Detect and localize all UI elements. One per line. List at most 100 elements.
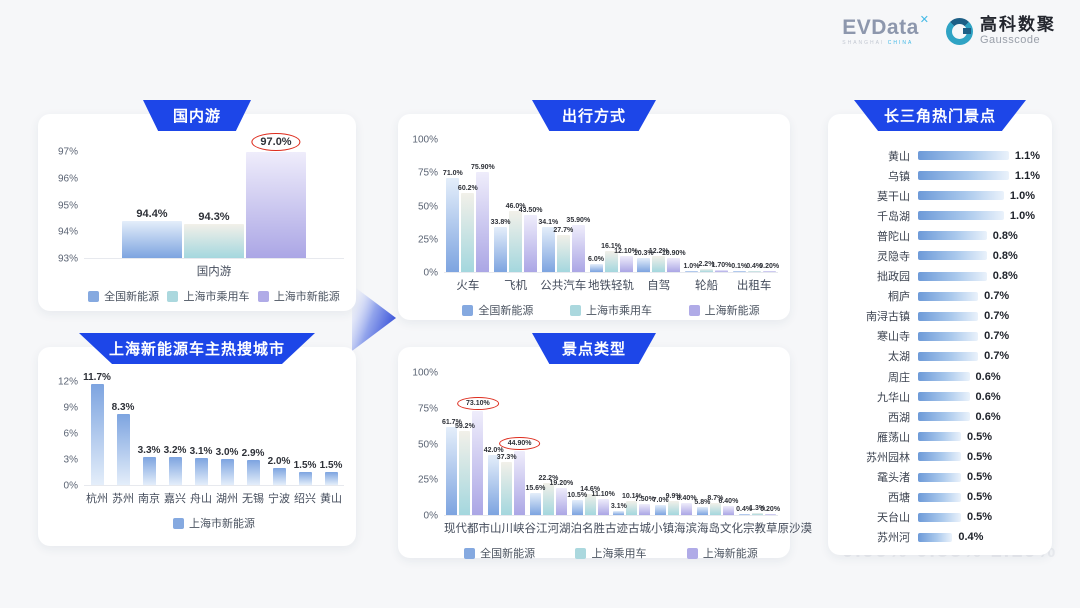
bar-group: 5.8% 8.7% 6.40%: [694, 373, 738, 515]
value-label: 37.3%: [496, 454, 517, 462]
hotspot-value: 1.0%: [1009, 189, 1035, 202]
legend-label: 上海新能源: [702, 548, 758, 560]
bar-全国新能源: 94.4%: [122, 208, 182, 258]
value-label: 3.1%: [610, 502, 627, 510]
y-tick-label: 9%: [63, 402, 78, 414]
bar-group: 0.4% 1.3% 0.20%: [736, 373, 780, 515]
hotspot-row: 苏州园林 0.5%: [838, 447, 1040, 466]
value-label: 1.5%: [293, 460, 317, 472]
value-label: 11.10%: [591, 491, 615, 499]
hotspot-row: 九华山 0.6%: [838, 387, 1040, 406]
panel-title-yangtze-delta-hotspots: 长三角热门景点: [853, 100, 1027, 131]
hotspot-value: 1.0%: [1009, 209, 1035, 222]
y-tick-label: 75%: [417, 403, 438, 415]
hotspot-track: 0.8%: [918, 270, 1040, 282]
hotspot-value: 0.8%: [992, 229, 1018, 242]
category-axis: 火车 飞机 公共汽车 地铁轻轨 自驾 轮船 出租车: [444, 277, 778, 293]
hotspot-value: 0.7%: [984, 290, 1010, 303]
value-label: 15.6%: [525, 484, 546, 492]
category-label: 公共汽车: [540, 280, 587, 292]
legend-marker: [688, 304, 700, 316]
hotspot-label: 苏州园林: [866, 451, 910, 464]
hotspot-track: 0.7%: [918, 350, 1040, 362]
bar-全国新能源: 71.0%: [443, 170, 463, 272]
value-label: 71.0%: [442, 170, 463, 178]
value-label: 2.9%: [241, 448, 265, 460]
bar-上海新能源: 1.70%: [712, 262, 731, 272]
hotspot-bar: [918, 372, 970, 382]
legend: 上海市新能源: [84, 515, 344, 531]
category-label: 自驾: [647, 280, 671, 292]
value-label: 0.4%: [736, 506, 753, 514]
hotspot-label: 拙政园: [877, 271, 910, 284]
bar-上海市新能源: 11.7%: [83, 372, 111, 485]
travel-modes-chart: 100% 75% 50% 25% 0% 71.0% 60.2% 75.90% 33.8% 46.0…: [408, 135, 779, 318]
legend-label: 上海乘用车: [591, 548, 647, 560]
hotspot-value: 0.5%: [966, 471, 993, 483]
flow-arrow-icon: [350, 281, 398, 360]
y-tick-label: 94%: [57, 226, 78, 238]
y-tick-label: 25%: [417, 234, 438, 246]
category-label: 山川峡谷: [490, 523, 536, 535]
value-label: 7.0%: [652, 497, 669, 505]
hotspot-bar: [918, 311, 979, 321]
hotspot-label: 鼋头渚: [877, 472, 910, 484]
bar-上海市乘用车: 60.2%: [458, 185, 478, 272]
category-label: 无锡: [242, 493, 264, 505]
category-label: 草原沙漠: [766, 523, 812, 535]
value-label: 75.90%: [470, 163, 495, 171]
bar-group: 3.1%: [188, 373, 214, 485]
bar-上海新能源: 6.40%: [718, 498, 738, 515]
evdata-wordmark: EVData: [842, 15, 919, 39]
hotspot-bar: [918, 171, 1009, 181]
hotspot-value: 0.5%: [966, 511, 993, 524]
plot-area: 61.7% 59.2% 73.10% 42.0% 37.3% 44.90% 15.6% 22.…: [442, 373, 780, 516]
hotspot-bar: [918, 392, 970, 402]
bar-全国新能源: 3.1%: [611, 503, 627, 515]
panel-title-domestic-travel: 国内游: [142, 100, 252, 131]
bar-group: 11.7%: [83, 372, 111, 485]
attraction-types-chart: 100% 75% 50% 25% 0% 61.7% 59.2% 73.10% 42.0% 37.3…: [408, 368, 812, 561]
panel-hot-search-cities: 上海新能源车主热搜城市 12% 9% 6% 3% 0% 11.7% 8.3% 3.3% 3.2%…: [38, 333, 356, 546]
legend-item: 上海乘用车: [575, 545, 646, 561]
category-label: 轮船: [694, 280, 718, 292]
value-label: 10.3%: [633, 250, 654, 258]
value-label: 44.90%: [498, 437, 541, 451]
legend-label: 上海市新能源: [189, 518, 255, 530]
value-label: 97.0%: [251, 132, 301, 151]
legend-marker: [686, 547, 698, 559]
bar-group: 1.5%: [318, 373, 344, 485]
value-label: 22.2%: [538, 475, 559, 483]
hotspot-label: 千岛湖: [877, 210, 910, 223]
bar-group: 1.5%: [292, 373, 318, 485]
panel-title-travel-modes: 出行方式: [531, 100, 657, 131]
value-label: 1.70%: [711, 261, 732, 269]
bar-上海新能源: 75.90%: [471, 164, 495, 272]
bar-上海市新能源: 8.3%: [112, 402, 134, 485]
value-label: 6.40%: [718, 497, 739, 505]
hotspot-label: 西湖: [888, 411, 910, 424]
evdata-subtitle-shanghai: SHANGHAI: [842, 39, 885, 46]
domestic-travel-card: 97% 96% 95% 94% 93% 94.4% 94.3% 97.0% 国内游 全国新能源 上海…: [38, 114, 356, 311]
hotspot-row: 太湖 0.7%: [838, 347, 1040, 366]
value-label: 46.0%: [505, 203, 526, 211]
value-label: 42.0%: [483, 447, 504, 455]
hotspot-row: 拙政园 0.8%: [838, 267, 1040, 286]
category-label: 古城小镇: [628, 523, 674, 535]
panel-domestic-travel: 国内游 97% 96% 95% 94% 93% 94.4% 94.3% 97.0% 国内游 全国新…: [38, 100, 356, 311]
value-label: 0.4%: [746, 263, 763, 271]
panel-title-text: 出行方式: [561, 108, 627, 125]
hotspot-label: 桐庐: [888, 291, 910, 304]
hotspot-track: 0.6%: [918, 371, 1040, 383]
bar-上海新能源: 0.20%: [760, 506, 780, 515]
bar-group: 10.3% 12.2% 10.90%: [633, 140, 686, 272]
category-axis: 国内游: [84, 263, 344, 279]
hotspot-track: 0.8%: [918, 230, 1040, 242]
hotspot-row: 天台山 0.5%: [838, 508, 1040, 527]
hotspot-track: 0.6%: [918, 411, 1040, 423]
hot-search-cities-card: 12% 9% 6% 3% 0% 11.7% 8.3% 3.3% 3.2% 3.1% 3.0% 2.9%…: [38, 347, 356, 546]
hotspot-bar: [918, 151, 1009, 160]
legend-item: 全国新能源: [462, 302, 533, 318]
bar-上海新能源: 0.20%: [759, 263, 779, 272]
category-label: 地铁轻轨: [588, 280, 635, 292]
